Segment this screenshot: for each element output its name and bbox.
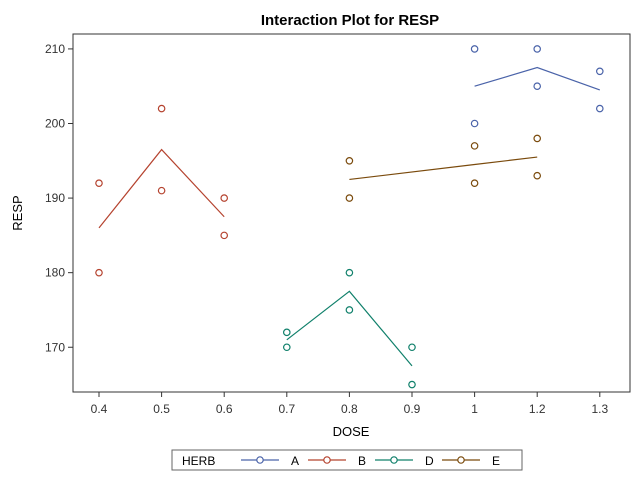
data-point-d <box>408 380 416 389</box>
x-tick-label: 1.2 <box>529 402 546 416</box>
y-axis-label: RESP <box>10 195 25 230</box>
data-point-e <box>345 194 354 202</box>
data-point-e <box>533 171 542 180</box>
data-point-a <box>595 67 604 76</box>
data-point-b <box>220 231 229 240</box>
legend-item-b: B <box>308 454 366 468</box>
series-layer <box>95 45 604 389</box>
legend-label-b: B <box>358 454 366 468</box>
data-point-e <box>345 156 354 165</box>
x-tick-label: 0.4 <box>91 402 108 416</box>
x-tick-label: 1 <box>471 402 478 416</box>
data-point-e <box>533 134 542 143</box>
legend-label-e: E <box>492 454 500 468</box>
y-tick-label: 170 <box>45 340 65 354</box>
data-point-a <box>470 45 479 53</box>
data-point-d <box>282 328 291 337</box>
data-point-b <box>157 104 166 113</box>
legend-item-d: D <box>375 454 434 468</box>
chart-title: Interaction Plot for RESP <box>261 12 439 29</box>
x-axis-label: DOSE <box>333 424 370 439</box>
x-tick-label: 0.5 <box>153 402 170 416</box>
data-point-e <box>470 142 479 150</box>
legend-item-e: E <box>442 454 500 468</box>
series-e <box>345 134 542 202</box>
legend-label-d: D <box>425 454 434 468</box>
legend-marker-b <box>323 456 331 464</box>
x-tick-label: 0.8 <box>341 402 358 416</box>
data-point-a <box>533 45 542 53</box>
series-line-b <box>98 148 225 229</box>
y-tick-label: 200 <box>45 117 65 131</box>
data-point-d <box>282 343 291 352</box>
data-point-e <box>470 179 479 187</box>
x-tick-label: 0.6 <box>216 402 233 416</box>
x-tick-label: 0.9 <box>404 402 421 416</box>
legend-label-a: A <box>291 454 299 468</box>
series-d <box>282 268 416 389</box>
data-point-d <box>408 343 416 352</box>
x-tick-label: 0.7 <box>278 402 295 416</box>
legend-marker-a <box>256 456 264 464</box>
legend-title: HERB <box>182 454 215 468</box>
y-axis: 170 180 190 200 210 <box>45 42 73 354</box>
data-point-b <box>220 194 229 202</box>
data-point-a <box>533 82 542 91</box>
legend: HERB A B D E <box>171 449 523 471</box>
data-point-d <box>345 268 354 277</box>
legend-marker-e <box>457 456 465 464</box>
legend-frame <box>171 449 523 471</box>
y-tick-label: 210 <box>45 42 65 56</box>
data-point-a <box>595 104 604 113</box>
data-point-b <box>95 179 103 187</box>
y-tick-label: 180 <box>45 266 65 280</box>
x-tick-label: 1.3 <box>591 402 608 416</box>
series-a <box>470 45 604 128</box>
data-point-d <box>345 306 354 314</box>
data-point-b <box>157 186 166 195</box>
series-line-e <box>349 156 538 181</box>
data-point-b <box>95 268 103 277</box>
x-axis: 0.4 0.5 0.6 0.7 0.8 0.9 1 1.2 1.3 <box>91 392 608 416</box>
series-b <box>95 104 229 277</box>
series-line-d <box>286 290 413 367</box>
data-point-a <box>470 119 479 128</box>
plot-area-frame <box>72 33 631 393</box>
y-tick-label: 190 <box>45 191 65 205</box>
series-line-a <box>474 66 601 91</box>
legend-marker-d <box>390 456 398 464</box>
legend-item-a: A <box>241 454 299 468</box>
